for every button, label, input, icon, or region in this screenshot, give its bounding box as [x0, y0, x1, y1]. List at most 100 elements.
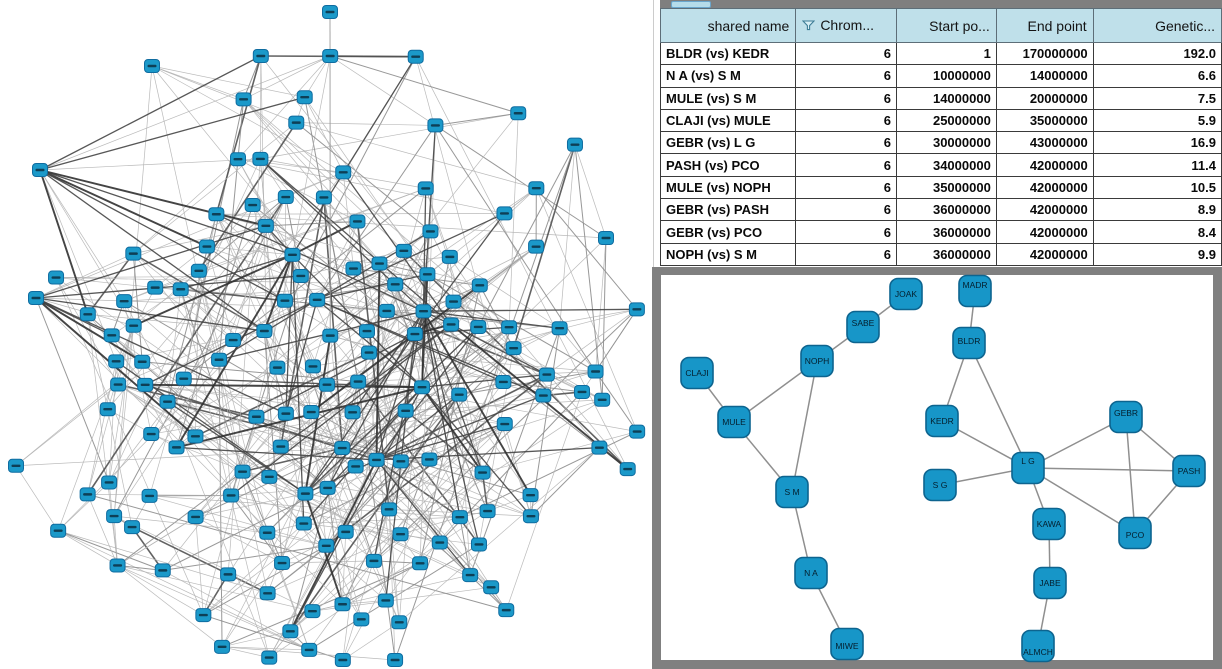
network-node[interactable]: [322, 5, 338, 19]
network-node[interactable]: [195, 608, 212, 623]
network-node[interactable]: [387, 653, 404, 667]
table-row[interactable]: GEBR (vs) PASH 6 36000000 42000000 8.9: [659, 198, 1222, 222]
network-node[interactable]: [371, 256, 388, 271]
network-node[interactable]: [451, 387, 468, 402]
column-header-genetic[interactable]: Genetic...: [1092, 8, 1222, 43]
table-row[interactable]: BLDR (vs) KEDR 6 1 170000000 192.0: [659, 41, 1222, 66]
network-node[interactable]: [334, 597, 351, 612]
network-node[interactable]: [261, 650, 278, 665]
subnetwork-node-miwe[interactable]: MIWE: [830, 627, 864, 661]
network-node[interactable]: [427, 118, 444, 133]
subnetwork-node-sabe[interactable]: SABE: [846, 310, 880, 344]
network-node[interactable]: [347, 459, 364, 474]
network-node[interactable]: [350, 374, 367, 389]
network-node[interactable]: [322, 49, 339, 63]
network-node[interactable]: [304, 359, 321, 374]
network-node[interactable]: [528, 181, 545, 196]
network-node[interactable]: [48, 270, 65, 285]
network-node[interactable]: [535, 388, 552, 403]
network-node[interactable]: [496, 417, 513, 432]
network-node[interactable]: [110, 377, 127, 392]
main-network-canvas[interactable]: [0, 0, 652, 669]
network-node[interactable]: [315, 190, 332, 205]
network-node[interactable]: [365, 553, 382, 568]
network-node[interactable]: [303, 405, 320, 420]
network-node[interactable]: [274, 556, 291, 571]
network-node[interactable]: [551, 321, 568, 336]
network-node[interactable]: [225, 333, 242, 348]
subnetwork-node-sm[interactable]: S M: [775, 475, 809, 509]
network-node[interactable]: [276, 293, 293, 308]
network-node[interactable]: [619, 462, 636, 477]
network-node[interactable]: [284, 247, 301, 262]
network-node[interactable]: [190, 263, 207, 278]
column-header-endpoint[interactable]: End point: [995, 8, 1094, 43]
network-node[interactable]: [277, 190, 294, 205]
network-node[interactable]: [470, 319, 487, 334]
network-node[interactable]: [334, 441, 351, 456]
network-node[interactable]: [510, 106, 527, 121]
network-node[interactable]: [378, 303, 395, 318]
network-node[interactable]: [32, 163, 48, 177]
subnetwork-node-madr[interactable]: MADR: [958, 274, 992, 308]
table-row[interactable]: GEBR (vs) L G 6 30000000 43000000 16.9: [659, 131, 1222, 155]
network-node[interactable]: [566, 137, 583, 152]
network-node[interactable]: [79, 307, 96, 322]
network-node[interactable]: [344, 405, 361, 420]
network-node[interactable]: [269, 360, 286, 375]
network-node[interactable]: [406, 327, 423, 342]
network-node[interactable]: [144, 59, 160, 73]
network-node[interactable]: [116, 294, 133, 309]
network-node[interactable]: [230, 152, 247, 167]
subnetwork-node-gebr[interactable]: GEBR: [1109, 400, 1143, 434]
subnetwork-node-bldr[interactable]: BLDR: [952, 326, 986, 360]
network-node[interactable]: [471, 278, 488, 293]
network-node[interactable]: [318, 538, 335, 553]
network-node[interactable]: [415, 304, 432, 319]
network-node[interactable]: [441, 249, 458, 264]
subnetwork-node-claji[interactable]: CLAJI: [680, 356, 714, 390]
network-node[interactable]: [125, 318, 142, 333]
network-node[interactable]: [483, 580, 500, 595]
network-node[interactable]: [417, 181, 434, 196]
table-row[interactable]: PASH (vs) PCO 6 34000000 42000000 11.4: [659, 153, 1222, 177]
network-node[interactable]: [109, 558, 126, 573]
network-node[interactable]: [361, 345, 378, 360]
network-node[interactable]: [381, 502, 398, 517]
network-node[interactable]: [462, 568, 479, 583]
network-node[interactable]: [124, 520, 141, 535]
network-node[interactable]: [470, 537, 487, 552]
network-node[interactable]: [574, 384, 591, 399]
network-node[interactable]: [451, 510, 468, 525]
network-node[interactable]: [395, 243, 412, 258]
network-node[interactable]: [412, 556, 429, 571]
network-node[interactable]: [407, 49, 424, 64]
network-node[interactable]: [295, 516, 312, 531]
network-node[interactable]: [387, 277, 404, 292]
table-row[interactable]: MULE (vs) S M 6 14000000 20000000 7.5: [659, 86, 1222, 110]
network-node[interactable]: [198, 239, 215, 254]
network-node[interactable]: [220, 567, 237, 582]
network-node[interactable]: [421, 452, 438, 467]
filter-funnel-icon[interactable]: [802, 18, 816, 34]
network-node[interactable]: [629, 424, 646, 439]
network-node[interactable]: [522, 509, 539, 524]
network-node[interactable]: [108, 354, 125, 369]
subnetwork-node-pco[interactable]: PCO: [1118, 516, 1152, 550]
subnetwork-node-jabe[interactable]: JABE: [1033, 566, 1067, 600]
network-node[interactable]: [292, 268, 309, 283]
network-node[interactable]: [505, 341, 522, 356]
network-node[interactable]: [528, 239, 545, 254]
network-node[interactable]: [318, 377, 335, 392]
network-node[interactable]: [214, 639, 231, 654]
subnetwork-node-mule[interactable]: MULE: [717, 405, 751, 439]
network-node[interactable]: [431, 535, 448, 550]
subnetwork-node-noph[interactable]: NOPH: [800, 344, 834, 378]
network-node[interactable]: [422, 224, 439, 239]
network-node[interactable]: [353, 612, 370, 627]
table-row[interactable]: N A (vs) S M 6 10000000 14000000 6.6: [659, 64, 1222, 88]
network-node[interactable]: [349, 214, 366, 229]
subnetwork-node-almch[interactable]: ALMCH: [1021, 629, 1055, 663]
network-node[interactable]: [272, 439, 289, 454]
table-top-scrollbar-track[interactable]: [660, 0, 1222, 8]
